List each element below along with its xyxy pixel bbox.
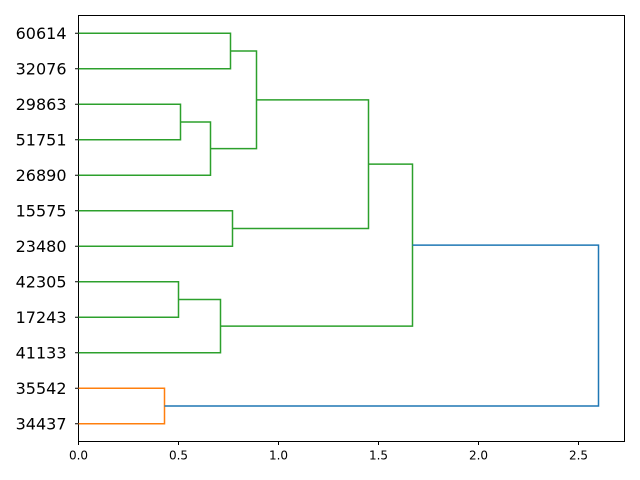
dendrogram-links [78,32,600,425]
leaf-label: 41133 [16,343,67,362]
dendrogram-link-8 [78,298,222,354]
x-axis: 0.0 0.5 1.0 1.5 2.0 2.5 [69,441,588,463]
dendrogram-link-10 [78,387,166,425]
x-tick-label: 2.5 [569,449,588,463]
leaf-label: 29863 [16,95,67,114]
leaf-labels: 60614 32076 29863 51751 26890 15575 23480 42305… [16,24,79,433]
leaf-label: 51751 [16,130,67,149]
leaf-label: 23480 [16,237,67,256]
dendrogram-link-6 [232,99,370,230]
leaf-label: 34437 [16,414,67,433]
x-tick-label: 1.0 [269,449,288,463]
x-tick-label: 0.0 [69,449,88,463]
dendrogram-link-5 [78,210,234,247]
dendrogram-link-7 [78,281,180,318]
leaf-label: 42305 [16,272,67,291]
leaf-label: 15575 [16,201,67,220]
leaf-label: 35542 [16,379,67,398]
dendrogram-link-3 [78,121,212,176]
x-tick-label: 2.0 [469,449,488,463]
dendrogram-link-2 [78,103,182,141]
x-tick-label: 0.5 [169,449,188,463]
leaf-label: 17243 [16,308,67,327]
dendrogram-link-4 [210,50,258,150]
dendrogram-link-11 [164,244,600,407]
plot-frame [78,15,625,442]
leaf-label: 26890 [16,166,67,185]
x-tick-label: 1.5 [369,449,388,463]
leaf-label: 32076 [16,59,67,78]
leaf-label: 60614 [16,24,67,43]
dendrogram-link-1 [78,32,232,70]
dendrogram-link-9 [220,163,414,327]
